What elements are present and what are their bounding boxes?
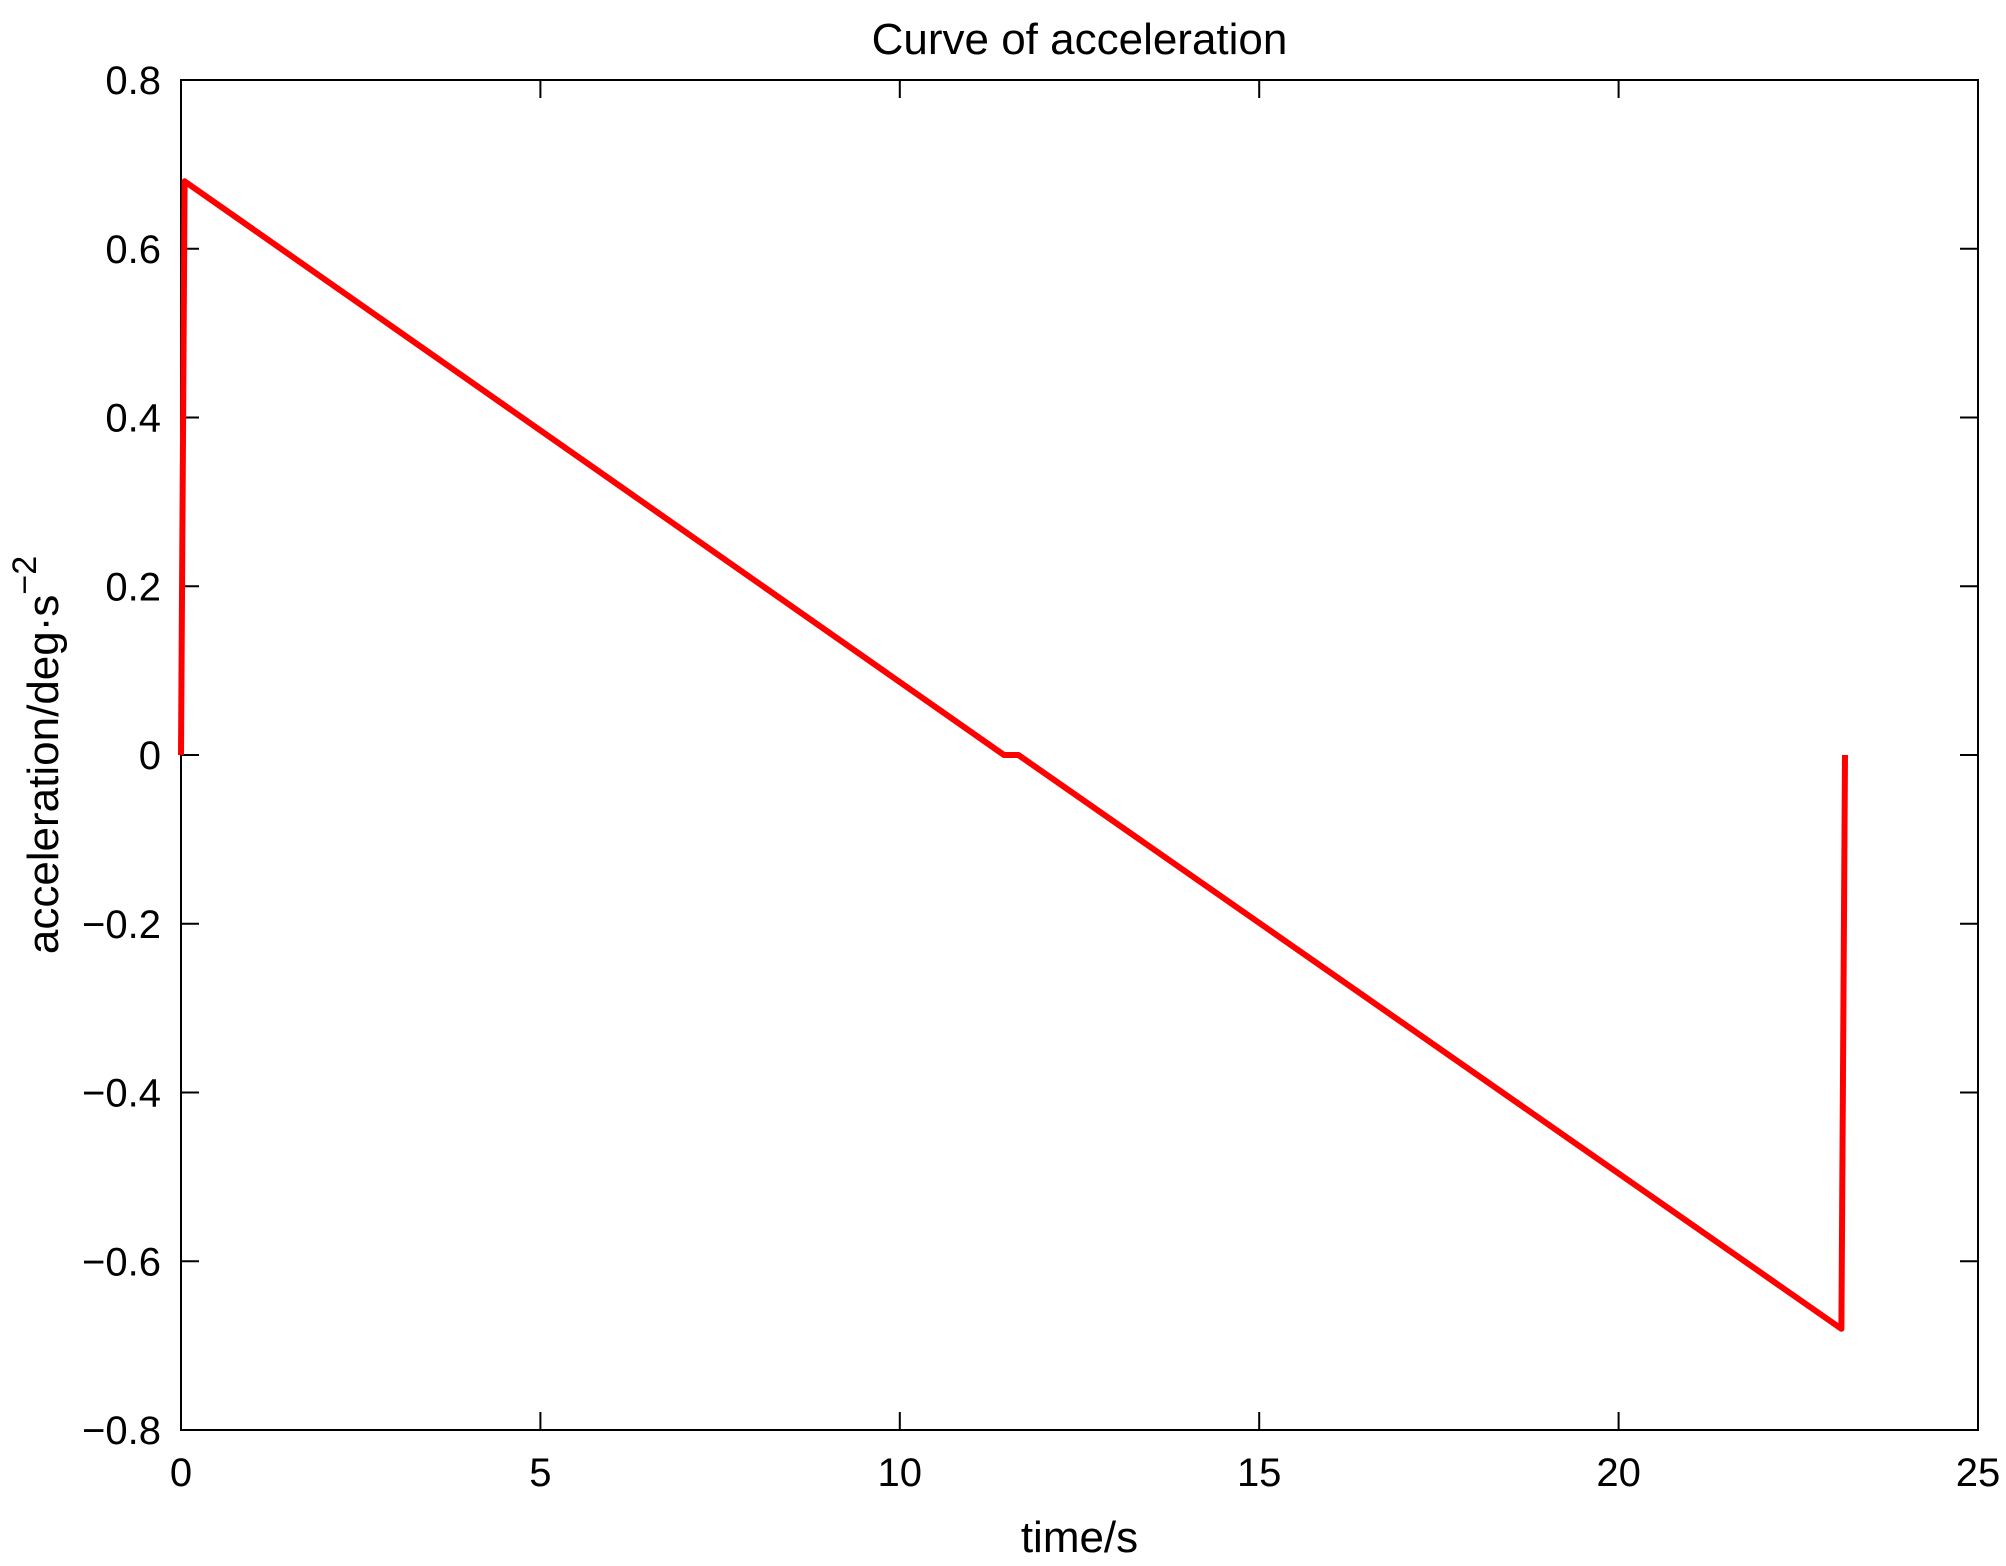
x-tick-label: 5: [529, 1451, 551, 1495]
y-tick-label: 0.6: [105, 228, 161, 272]
y-tick-label: 0.8: [105, 59, 161, 103]
y-axis-ticks: [181, 79, 1978, 1431]
x-tick-label: 20: [1596, 1451, 1641, 1495]
y-axis-title-text: acceleration/deg·s: [19, 595, 68, 955]
plot-frame: [180, 79, 1979, 1431]
y-tick-label: −0.8: [82, 1409, 161, 1453]
x-axis-ticks: [180, 80, 1979, 1430]
x-tick-label: 15: [1237, 1451, 1282, 1495]
x-tick-label: 0: [170, 1451, 192, 1495]
y-tick-label: −0.2: [82, 903, 161, 947]
y-tick-label: 0.4: [105, 397, 161, 441]
x-axis-title: time/s: [1021, 1513, 1138, 1562]
acceleration-series-line: [178, 178, 1848, 1332]
y-axis-title-superscript: −2: [6, 556, 44, 595]
y-tick-label: 0.2: [105, 565, 161, 609]
chart-title: Curve of acceleration: [872, 15, 1288, 64]
y-tick-label: −0.4: [82, 1072, 161, 1116]
x-tick-label: 25: [1956, 1451, 2001, 1495]
x-axis-tick-labels: 0 5 10 15 20 25: [170, 1451, 2000, 1495]
y-axis-tick-labels: −0.8 −0.6 −0.4 −0.2 0 0.2 0.4 0.6 0.8: [82, 59, 161, 1453]
series-layer: [178, 178, 1848, 1332]
y-tick-label: −0.6: [82, 1240, 161, 1284]
y-axis-title: acceleration/deg·s−2: [6, 556, 68, 954]
x-tick-label: 10: [878, 1451, 923, 1495]
y-tick-label: 0: [139, 734, 161, 778]
